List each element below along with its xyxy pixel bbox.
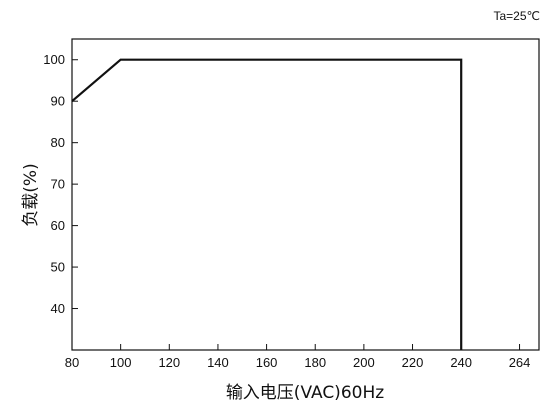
y-tick-label: 70 — [51, 177, 65, 192]
x-tick-label: 100 — [110, 355, 132, 370]
x-tick-label: 220 — [402, 355, 424, 370]
y-tick-label: 100 — [43, 52, 65, 67]
x-axis-title: 输入电压(VAC)60Hz — [226, 383, 384, 403]
y-tick-label: 80 — [51, 135, 65, 150]
y-tick-label: 40 — [51, 301, 65, 316]
y-tick-label: 50 — [51, 260, 65, 275]
y-tick-label: 90 — [51, 94, 65, 109]
x-tick-label: 160 — [256, 355, 278, 370]
x-tick-label: 200 — [353, 355, 375, 370]
plot-frame — [71, 38, 540, 351]
x-tick-label: 240 — [450, 355, 472, 370]
series-line — [71, 58, 463, 350]
x-tick-label: 264 — [509, 355, 531, 370]
x-tick-label: 140 — [207, 355, 229, 370]
y-axis-ticks: 40 50 60 70 80 90 100 — [43, 52, 78, 316]
x-axis-ticks: 80 100 120 140 160 180 200 220 240 264 — [65, 344, 531, 370]
x-tick-label: 180 — [304, 355, 326, 370]
y-tick-label: 60 — [51, 218, 65, 233]
temperature-annotation: Ta=25℃ — [493, 9, 540, 23]
y-axis-title: 负载(%) — [21, 163, 41, 226]
x-tick-label: 80 — [65, 355, 79, 370]
x-tick-label: 120 — [158, 355, 180, 370]
